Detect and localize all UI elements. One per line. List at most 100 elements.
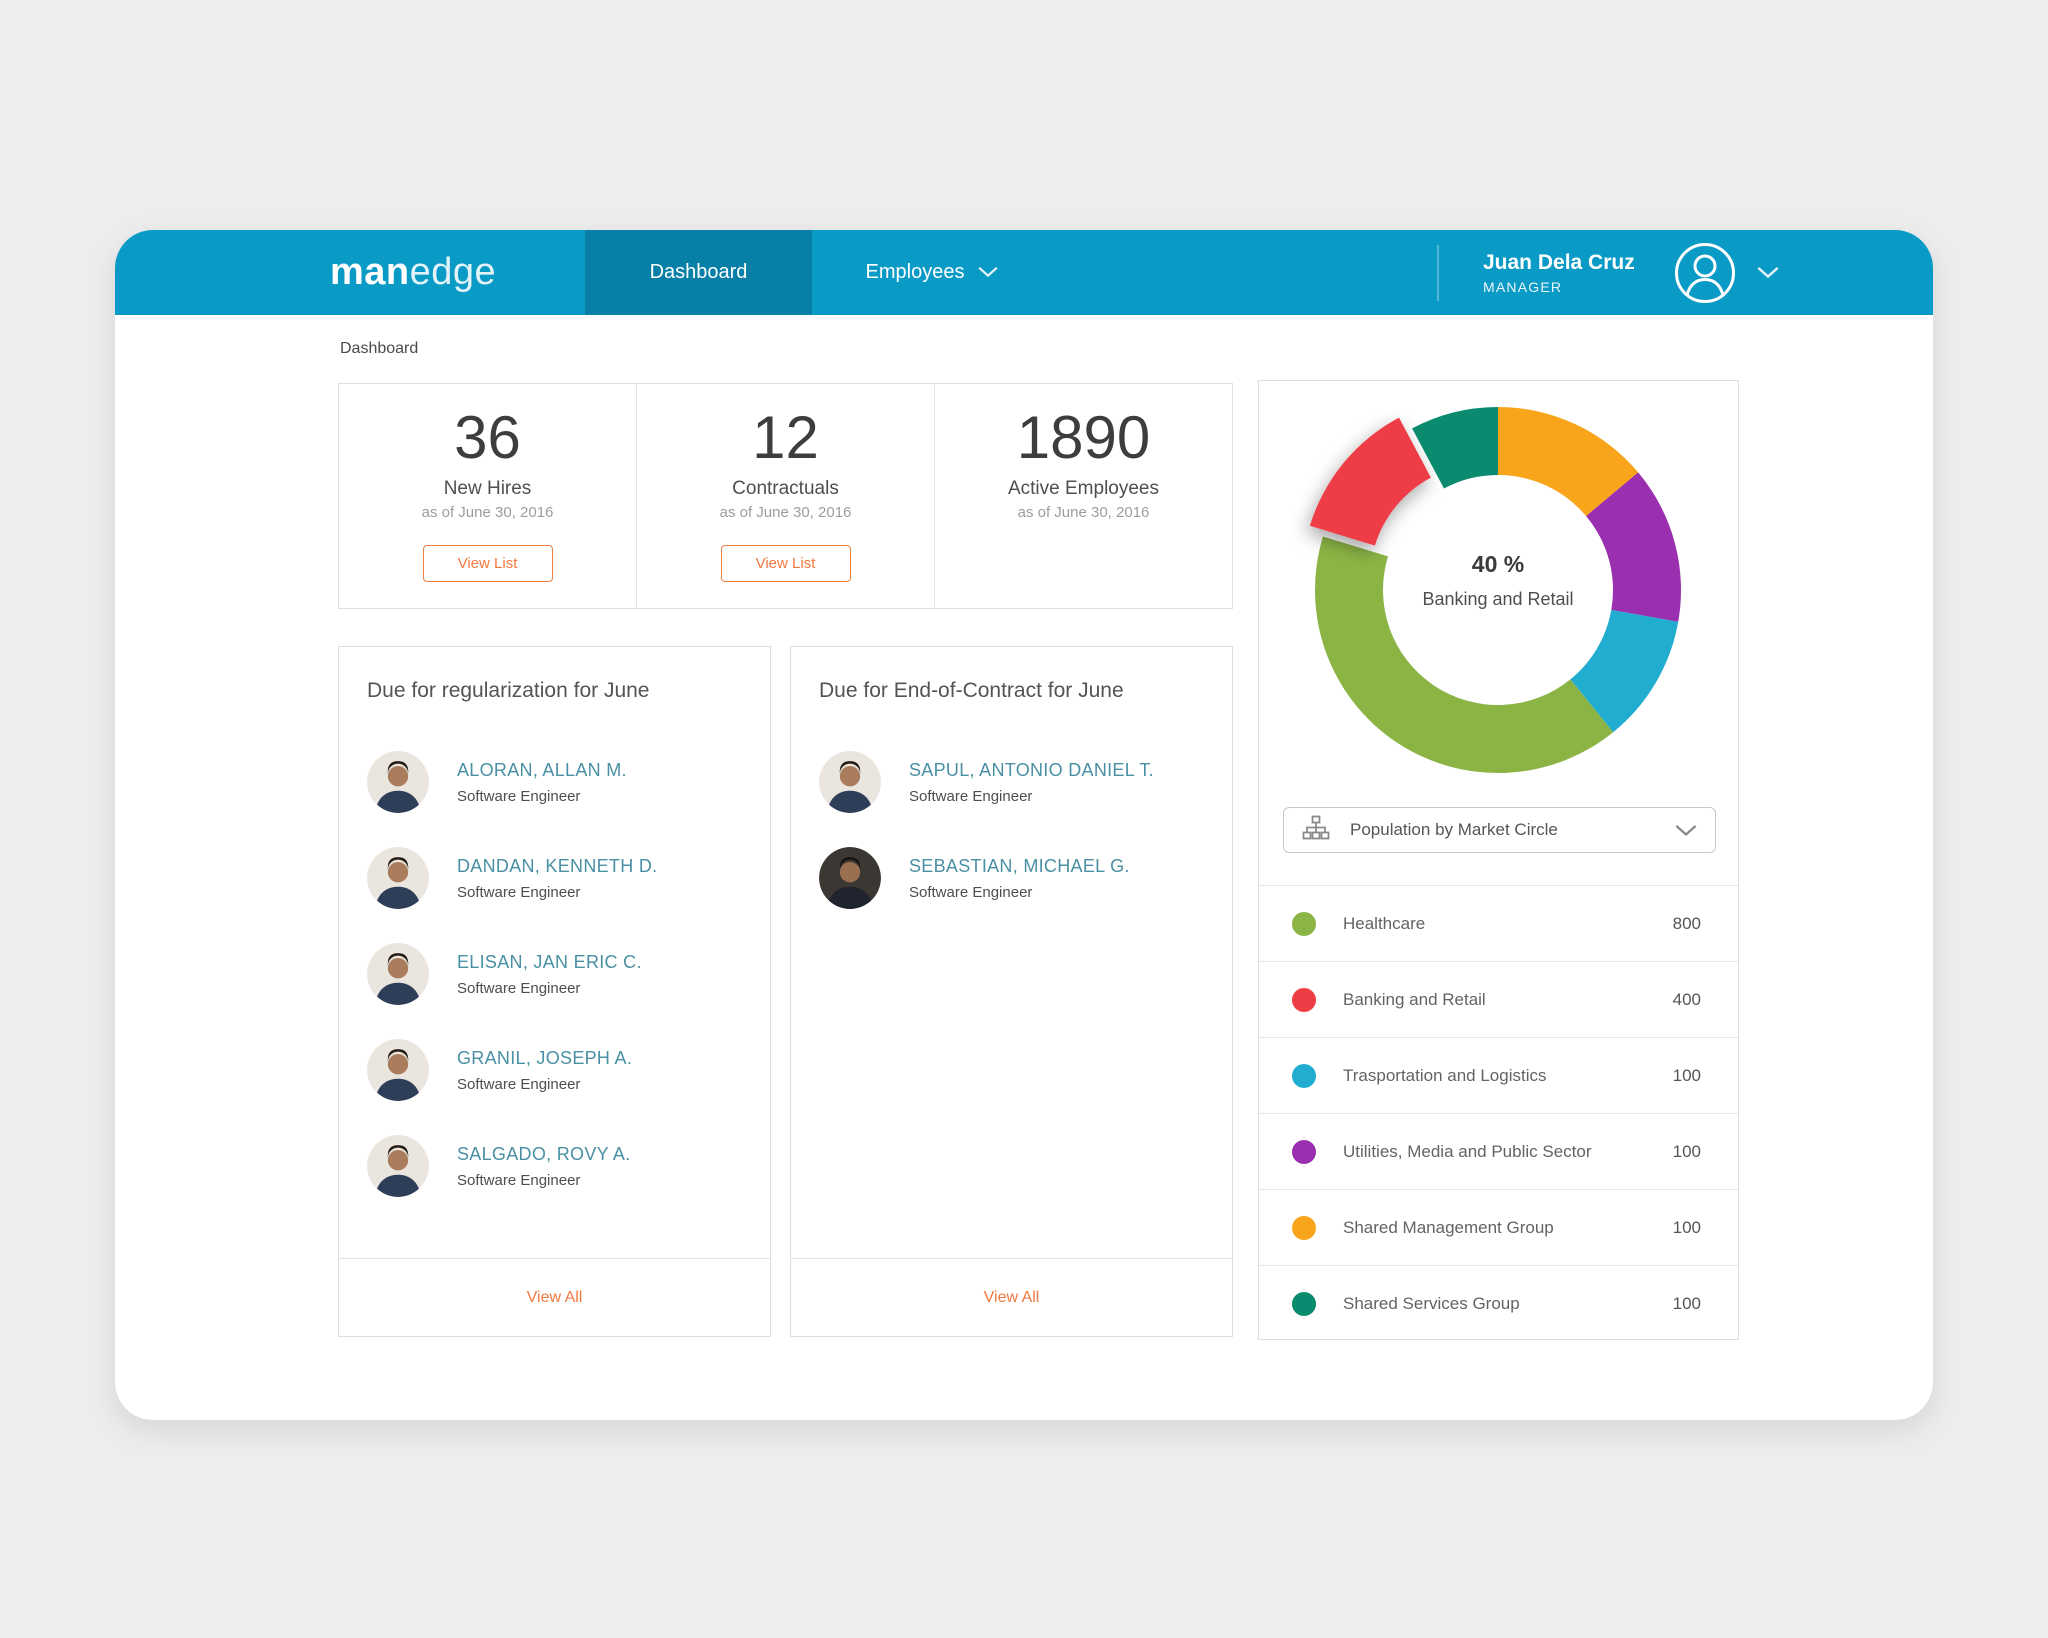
legend-value: 100 bbox=[1672, 1065, 1701, 1085]
legend-dot-icon bbox=[1292, 911, 1316, 936]
legend-row-utilities-media-and-public-sector[interactable]: Utilities, Media and Public Sector 100 bbox=[1259, 1113, 1738, 1189]
person-text: SEBASTIAN, MICHAEL G. Software Engineer bbox=[909, 856, 1130, 901]
donut-segment-healthcare[interactable] bbox=[1315, 536, 1614, 773]
sitemap-icon bbox=[1302, 815, 1330, 846]
regularization-view-all-link[interactable]: View All bbox=[339, 1258, 770, 1336]
legend-value: 100 bbox=[1672, 1293, 1701, 1313]
avatar bbox=[819, 847, 881, 909]
brand-light: edge bbox=[409, 251, 497, 293]
legend-row-shared-services-group[interactable]: Shared Services Group 100 bbox=[1259, 1265, 1738, 1341]
list-item-dandan-kenneth-d: DANDAN, KENNETH D. Software Engineer bbox=[339, 847, 770, 909]
donut-segment-shared-services-group[interactable] bbox=[1412, 407, 1498, 489]
person-job-title: Software Engineer bbox=[457, 1075, 581, 1093]
person-name-link[interactable]: ALORAN, ALLAN M. bbox=[457, 759, 627, 780]
donut-segment-trasportation-and-logistics[interactable] bbox=[1570, 609, 1679, 733]
legend-dot-icon bbox=[1292, 987, 1316, 1012]
avatar bbox=[367, 751, 429, 813]
avatar bbox=[367, 1039, 429, 1101]
person-job-title: Software Engineer bbox=[457, 787, 581, 805]
stat-label: New Hires bbox=[443, 478, 532, 499]
list-item-aloran-allan-m: ALORAN, ALLAN M. Software Engineer bbox=[339, 751, 770, 813]
person-name-link[interactable]: ELISAN, JAN ERIC C. bbox=[457, 951, 642, 972]
legend-value: 100 bbox=[1672, 1141, 1701, 1161]
regularization-card: Due for regularization for June ALORAN, … bbox=[338, 646, 771, 1337]
brand-logo: man edge bbox=[330, 230, 496, 315]
donut-segment-banking-and-retail[interactable] bbox=[1309, 417, 1431, 546]
legend-row-healthcare[interactable]: Healthcare 800 bbox=[1259, 885, 1738, 961]
legend-label: Shared Management Group bbox=[1343, 1217, 1554, 1237]
stat-sublabel: as of June 30, 2016 bbox=[1017, 504, 1150, 521]
nav-divider bbox=[1437, 245, 1439, 301]
legend-dot-icon bbox=[1292, 1139, 1316, 1164]
stats-panel: 36 New Hires as of June 30, 2016 View List 1… bbox=[338, 383, 1233, 609]
view-list-button[interactable]: View List bbox=[422, 545, 553, 582]
legend-row-trasportation-and-logistics[interactable]: Trasportation and Logistics 100 bbox=[1259, 1037, 1738, 1113]
end-of-contract-list: SAPUL, ANTONIO DANIEL T. Software Enginee… bbox=[791, 751, 1232, 909]
user-avatar-icon[interactable] bbox=[1673, 241, 1737, 305]
stat-sublabel: as of June 30, 2016 bbox=[719, 504, 852, 521]
list-item-salgado-rovy-a: SALGADO, ROVY A. Software Engineer bbox=[339, 1135, 770, 1197]
stat-value: 1890 bbox=[1016, 404, 1151, 471]
tab-employees-label: Employees bbox=[865, 261, 965, 283]
person-job-title: Software Engineer bbox=[457, 979, 581, 997]
legend-row-shared-management-group[interactable]: Shared Management Group 100 bbox=[1259, 1189, 1738, 1265]
avatar bbox=[367, 847, 429, 909]
person-name-link[interactable]: SALGADO, ROVY A. bbox=[457, 1143, 631, 1164]
legend-dot-icon bbox=[1292, 1215, 1316, 1240]
person-text: SALGADO, ROVY A. Software Engineer bbox=[457, 1144, 631, 1189]
legend-value: 400 bbox=[1672, 989, 1701, 1009]
person-name-link[interactable]: DANDAN, KENNETH D. bbox=[457, 855, 658, 876]
stat-label: Active Employees bbox=[1007, 478, 1159, 499]
user-info: Juan Dela Cruz MANAGER bbox=[1483, 250, 1635, 295]
view-list-button[interactable]: View List bbox=[720, 545, 851, 582]
legend-label: Utilities, Media and Public Sector bbox=[1343, 1141, 1592, 1161]
end-of-contract-card: Due for End-of-Contract for June SAPUL, … bbox=[790, 646, 1233, 1337]
user-menu-chevron-icon[interactable] bbox=[1757, 266, 1779, 279]
donut-segment-shared-management-group[interactable] bbox=[1498, 407, 1639, 517]
stat-card-new-hires: 36 New Hires as of June 30, 2016 View List bbox=[339, 384, 636, 608]
donut-segment-utilities-media-and-public-sector[interactable] bbox=[1586, 472, 1681, 622]
stat-card-active-employees: 1890 Active Employees as of June 30, 2016 bbox=[934, 384, 1232, 608]
person-job-title: Software Engineer bbox=[909, 883, 1033, 901]
person-job-title: Software Engineer bbox=[457, 883, 581, 901]
person-name-link[interactable]: SAPUL, ANTONIO DANIEL T. bbox=[909, 759, 1154, 780]
user-menu: Juan Dela Cruz MANAGER bbox=[1483, 230, 1779, 315]
market-circle-panel: 40 % Banking and Retail Popu bbox=[1258, 380, 1739, 1340]
tab-dashboard[interactable]: Dashboard bbox=[585, 230, 812, 315]
person-text: ELISAN, JAN ERIC C. Software Engineer bbox=[457, 952, 642, 997]
donut-chart bbox=[1309, 407, 1681, 773]
brand-bold: man bbox=[330, 251, 410, 293]
dropdown-selected-value: Population by Market Circle bbox=[1350, 820, 1558, 839]
population-by-market-circle-dropdown[interactable]: Population by Market Circle bbox=[1283, 807, 1716, 853]
user-name: Juan Dela Cruz bbox=[1483, 251, 1635, 274]
avatar bbox=[367, 1135, 429, 1197]
legend-row-banking-and-retail[interactable]: Banking and Retail 400 bbox=[1259, 961, 1738, 1037]
tab-dashboard-label: Dashboard bbox=[649, 261, 748, 283]
breadcrumb: Dashboard bbox=[340, 340, 419, 357]
person-text: ALORAN, ALLAN M. Software Engineer bbox=[457, 760, 627, 805]
person-text: SAPUL, ANTONIO DANIEL T. Software Enginee… bbox=[909, 760, 1154, 805]
legend-dot-icon bbox=[1292, 1291, 1316, 1316]
stat-value: 12 bbox=[752, 404, 819, 471]
avatar bbox=[819, 751, 881, 813]
chart-legend: Healthcare 800 Banking and Retail 400 Traspo… bbox=[1259, 885, 1738, 1341]
user-role: MANAGER bbox=[1483, 279, 1563, 295]
list-item-sapul-antonio-daniel-t: SAPUL, ANTONIO DANIEL T. Software Enginee… bbox=[791, 751, 1232, 813]
legend-label: Banking and Retail bbox=[1343, 989, 1486, 1009]
person-text: DANDAN, KENNETH D. Software Engineer bbox=[457, 856, 657, 901]
person-job-title: Software Engineer bbox=[457, 1171, 581, 1189]
legend-label: Trasportation and Logistics bbox=[1343, 1065, 1547, 1085]
end-of-contract-view-all-link[interactable]: View All bbox=[791, 1258, 1232, 1336]
end-of-contract-title: Due for End-of-Contract for June bbox=[819, 679, 1124, 702]
person-name-link[interactable]: SEBASTIAN, MICHAEL G. bbox=[909, 855, 1130, 876]
stat-label: Contractuals bbox=[732, 478, 839, 499]
stat-card-contractuals: 12 Contractuals as of June 30, 2016 View Li… bbox=[636, 384, 934, 608]
legend-dot-icon bbox=[1292, 1063, 1316, 1088]
stat-sublabel: as of June 30, 2016 bbox=[421, 504, 554, 521]
list-item-sebastian-michael-g: SEBASTIAN, MICHAEL G. Software Engineer bbox=[791, 847, 1232, 909]
list-item-granil-joseph-a: GRANIL, JOSEPH A. Software Engineer bbox=[339, 1039, 770, 1101]
regularization-list: ALORAN, ALLAN M. Software Engineer DANDAN,… bbox=[339, 751, 770, 1197]
avatar bbox=[367, 943, 429, 1005]
person-name-link[interactable]: GRANIL, JOSEPH A. bbox=[457, 1047, 633, 1068]
tab-employees[interactable]: Employees bbox=[812, 230, 1052, 315]
